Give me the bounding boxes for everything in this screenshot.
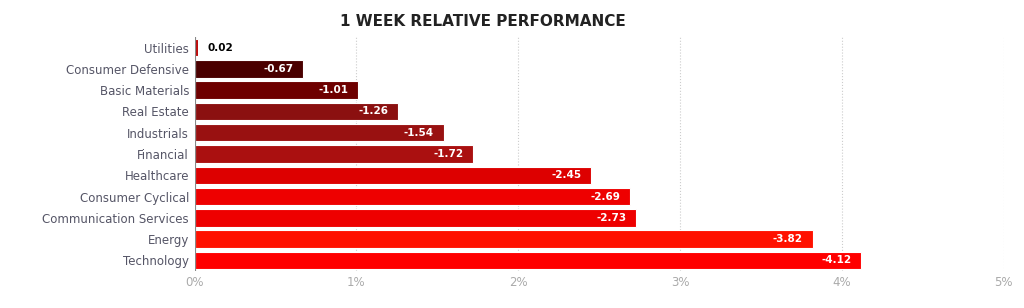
Bar bbox=[195, 60, 303, 78]
Bar bbox=[195, 252, 861, 269]
Bar bbox=[195, 81, 358, 99]
Text: -2.69: -2.69 bbox=[590, 192, 621, 201]
Bar bbox=[195, 145, 473, 163]
Text: -1.54: -1.54 bbox=[403, 128, 434, 138]
Bar bbox=[195, 230, 813, 248]
Bar bbox=[195, 124, 443, 141]
Text: -0.67: -0.67 bbox=[263, 64, 293, 74]
Bar bbox=[195, 103, 398, 120]
Text: -2.73: -2.73 bbox=[596, 213, 627, 223]
Text: 1 WEEK RELATIVE PERFORMANCE: 1 WEEK RELATIVE PERFORMANCE bbox=[340, 14, 626, 29]
Text: -1.26: -1.26 bbox=[358, 107, 389, 116]
Text: -2.45: -2.45 bbox=[551, 170, 582, 180]
Text: -3.82: -3.82 bbox=[773, 234, 803, 244]
Bar bbox=[195, 209, 636, 227]
Text: 0.02: 0.02 bbox=[208, 43, 233, 53]
Text: -1.01: -1.01 bbox=[318, 85, 348, 95]
Bar bbox=[195, 188, 630, 205]
Bar bbox=[195, 39, 198, 56]
Text: -4.12: -4.12 bbox=[821, 255, 851, 265]
Bar bbox=[195, 167, 591, 184]
Text: -1.72: -1.72 bbox=[433, 149, 463, 159]
